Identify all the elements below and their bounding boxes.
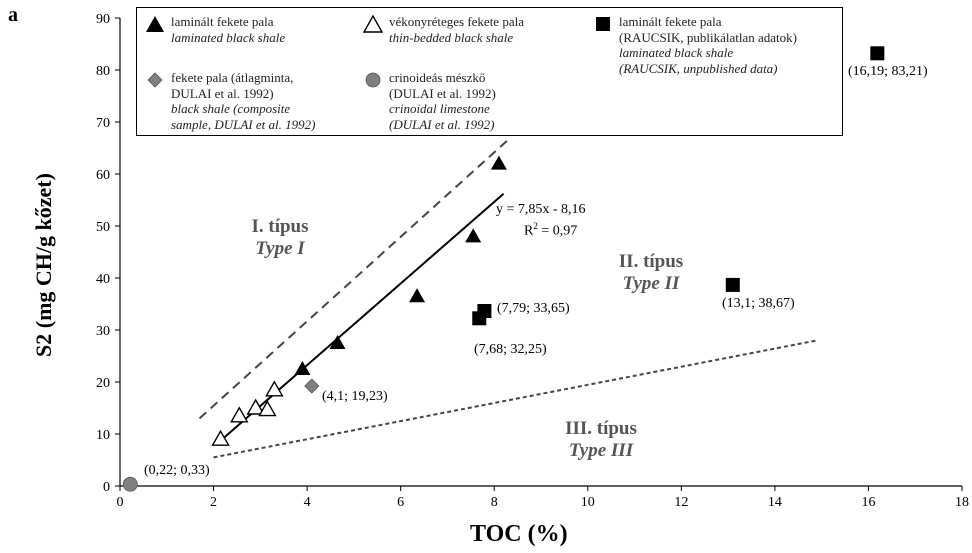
legend-label-en-2: (DULAI et al. 1992) (389, 116, 495, 132)
data-point-thin-bedded-black-shale (246, 398, 265, 415)
x-tick-label: 18 (955, 495, 969, 510)
legend: laminált fekete pala laminated black sha… (136, 7, 843, 136)
regression-equation-text: y = 7,85x - 8,16 (496, 202, 586, 217)
legend-label-en: thin-bedded black shale (389, 29, 514, 45)
y-axis-label: S2 (mg CH/g kőzet) (31, 173, 56, 357)
legend-label-hu: fekete pala (átlagminta, (171, 70, 294, 85)
circle-icon (365, 72, 381, 88)
r-squared: R2 = 0,97 (496, 218, 586, 240)
legend-label-en: black shale (composite (171, 101, 291, 116)
r-squared-value: = 0,97 (537, 223, 578, 239)
data-point-thin-bedded-black-shale (265, 380, 284, 397)
y-tick-label: 50 (96, 220, 110, 235)
y-tick-label: 30 (96, 324, 110, 339)
x-tick-label: 14 (768, 495, 782, 510)
data-point-thin-bedded-black-shale (230, 406, 249, 423)
panel-label: a (8, 4, 18, 26)
r-squared-prefix: R (524, 223, 534, 239)
legend-label-hu: laminált fekete pala (619, 14, 722, 29)
y-tick-label: 80 (96, 64, 110, 79)
legend-label-en-2: sample, DULAI et al. 1992) (171, 116, 316, 132)
y-tick-label: 40 (96, 272, 110, 287)
regression-equation: y = 7,85x - 8,16 R2 = 0,97 (496, 201, 586, 240)
filled-triangle-icon (146, 16, 164, 32)
data-point-raucsik-laminated-black-shale (472, 311, 487, 326)
region-label-hu: I. típus (251, 216, 309, 237)
region-label-en: Type III (568, 440, 634, 461)
point-label: (7,79; 33,65) (497, 301, 570, 316)
boundary-line-type2-type3 (213, 339, 818, 459)
y-tick-label: 20 (96, 376, 110, 391)
legend-label-hu: crinoideás mészkő (389, 70, 486, 85)
region-label-en: Type II (622, 273, 680, 294)
x-tick-label: 16 (861, 495, 875, 510)
region-type-2: II. típus Type II (586, 251, 716, 295)
data-point-laminated-black-shale (465, 228, 482, 243)
x-tick-label: 6 (397, 495, 404, 510)
legend-label-en: crinoidal limestone (389, 101, 490, 116)
x-tick-label: 12 (674, 495, 688, 510)
data-point-laminated-black-shale (294, 361, 311, 375)
y-tick-label: 90 (96, 12, 110, 27)
data-point-raucsik-laminated-black-shale (725, 277, 740, 292)
region-label-en: Type I (255, 238, 305, 259)
y-tick-label: 0 (103, 480, 110, 495)
data-point-thin-bedded-black-shale (211, 429, 230, 446)
boundary-line-type1-type2 (198, 136, 512, 420)
legend-label-hu-2: (DULAI et al. 1992) (389, 85, 496, 101)
x-tick-label: 0 (117, 495, 124, 510)
x-tick-label: 4 (304, 495, 311, 510)
data-point-black-shale-composite (304, 378, 320, 394)
data-point-raucsik-laminated-black-shale (870, 46, 885, 61)
legend-label-en: laminated black shale (171, 29, 286, 45)
point-label: (4,1; 19,23) (322, 389, 388, 404)
legend-item-raucsik-laminated-black-shale: laminált fekete pala (RAUCSIK, publikála… (593, 14, 797, 76)
point-label: (0,22; 0,33) (144, 463, 210, 478)
legend-label-hu: vékonyréteges fekete pala (389, 14, 524, 29)
legend-label-hu-2: (RAUCSIK, publikálatlan adatok) (619, 29, 797, 45)
x-tick-label: 8 (491, 495, 498, 510)
legend-item-thin-bedded-black-shale: vékonyréteges fekete pala thin-bedded bl… (363, 14, 524, 45)
x-tick-label: 2 (210, 495, 217, 510)
y-tick-label: 70 (96, 116, 110, 131)
data-point-laminated-black-shale (490, 155, 507, 170)
diamond-icon (147, 72, 163, 88)
region-type-1: I. típus Type I (215, 216, 345, 260)
region-label-hu: III. típus (565, 418, 637, 439)
legend-label-en: laminated black shale (619, 45, 734, 60)
y-tick-label: 10 (96, 428, 110, 443)
data-point-thin-bedded-black-shale (258, 400, 277, 417)
x-tick-label: 10 (581, 495, 595, 510)
legend-label-hu-2: DULAI et al. 1992) (171, 85, 274, 101)
filled-square-icon (596, 17, 610, 31)
x-axis-label: TOC (%) (470, 521, 568, 547)
data-point-crinoidal-limestone (122, 476, 138, 492)
data-point-laminated-black-shale (329, 335, 346, 349)
region-label-hu: II. típus (618, 251, 684, 272)
point-label: (16,19; 83,21) (848, 64, 928, 79)
legend-item-laminated-black-shale: laminált fekete pala laminated black sha… (145, 14, 285, 45)
region-type-3: III. típus Type III (531, 418, 671, 462)
legend-item-crinoidal-limestone: crinoideás mészkő (DULAI et al. 1992) cr… (363, 70, 496, 132)
legend-label-en-2: (RAUCSIK, unpublished data) (619, 60, 778, 76)
r-squared-exponent: 2 (533, 221, 538, 231)
point-label: (7,68; 32,25) (474, 342, 547, 357)
legend-item-black-shale-composite: fekete pala (átlagminta, DULAI et al. 19… (145, 70, 315, 132)
legend-label-hu: laminált fekete pala (171, 14, 274, 29)
y-tick-label: 60 (96, 168, 110, 183)
open-triangle-icon (363, 14, 383, 33)
point-label: (13,1; 38,67) (722, 296, 795, 311)
regression-line (222, 192, 505, 440)
data-point-laminated-black-shale (409, 288, 426, 303)
